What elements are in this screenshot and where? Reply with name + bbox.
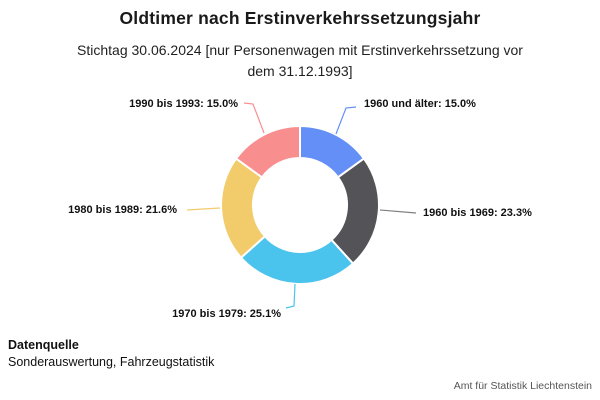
publisher-credit: Amt für Statistik Liechtenstein [453, 380, 592, 392]
chart-subtitle-line2: dem 31.12.1993] [247, 63, 353, 79]
source-value: Sonderauswertung, Fahrzeugstatistik [8, 354, 215, 369]
chart-subtitle: Stichtag 30.06.2024 [nur Personenwagen m… [0, 40, 600, 82]
leader-line-4 [243, 102, 265, 134]
slice-label-1: 1960 bis 1969: 23.3% [423, 207, 532, 219]
chart-subtitle-line1: Stichtag 30.06.2024 [nur Personenwagen m… [77, 42, 523, 58]
leader-line-2 [285, 283, 296, 309]
chart-title: Oldtimer nach Erstinverkehrssetzungsjahr [119, 8, 481, 28]
slice-label-2: 1970 bis 1979: 25.1% [172, 308, 281, 320]
slice-label-4: 1990 bis 1993: 15.0% [129, 98, 238, 110]
leader-line-1 [379, 209, 417, 214]
source-label: Datenquelle [8, 338, 79, 352]
slice-label-3: 1980 bis 1989: 21.6% [68, 204, 177, 216]
source-note: Datenquelle Sonderauswertung, Fahrzeugst… [8, 337, 214, 370]
leader-line-0 [335, 106, 357, 135]
slice-label-0: 1960 und älter: 15.0% [364, 98, 476, 110]
pie-slice-4 [235, 125, 301, 179]
leader-line-3 [186, 207, 221, 211]
